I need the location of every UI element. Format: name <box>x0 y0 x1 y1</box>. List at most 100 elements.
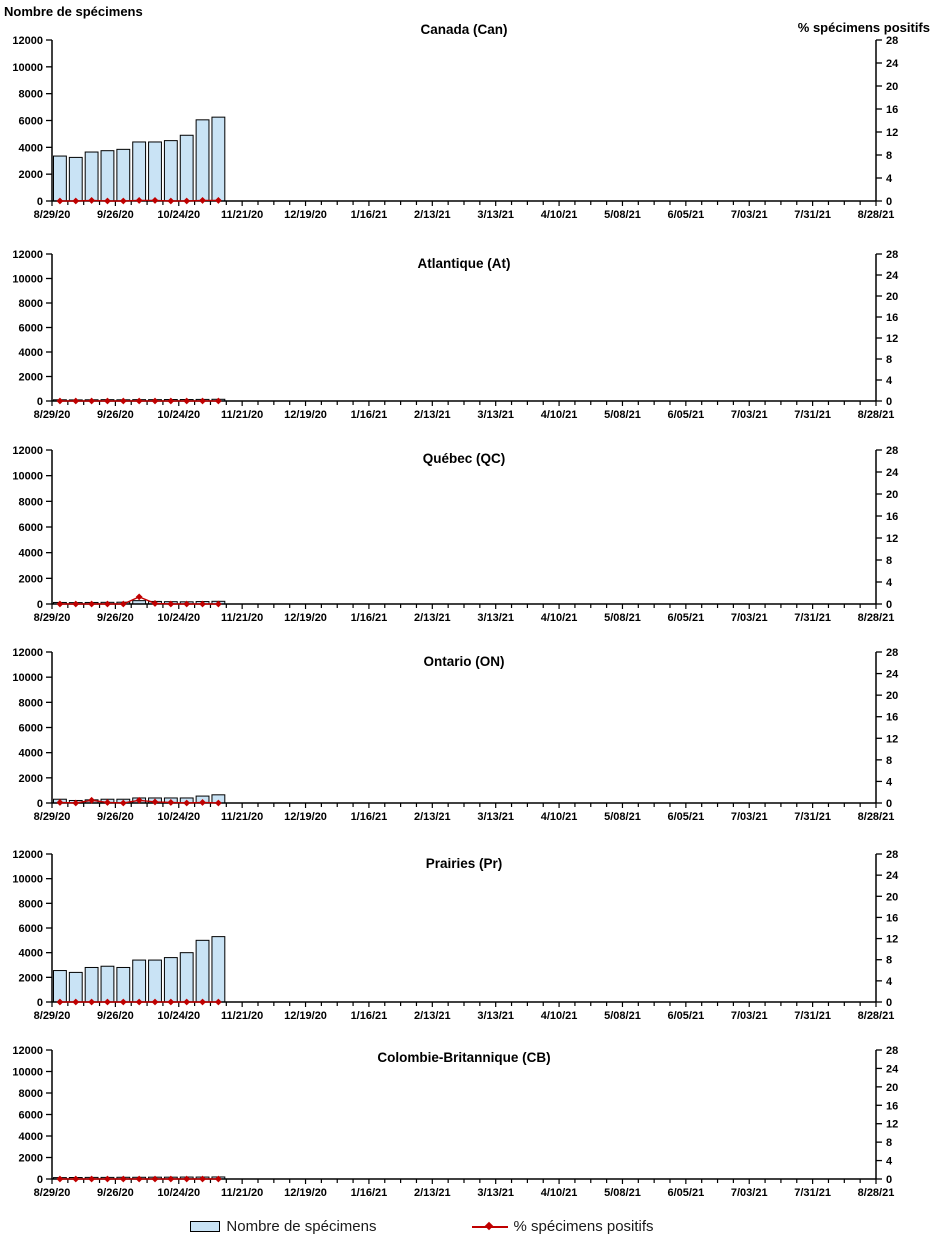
svg-text:12: 12 <box>886 934 898 946</box>
bar <box>84 151 99 202</box>
svg-text:10/24/20: 10/24/20 <box>157 1187 200 1199</box>
diamond-marker <box>56 1175 64 1183</box>
svg-text:20: 20 <box>886 489 898 501</box>
svg-text:10/24/20: 10/24/20 <box>157 612 200 624</box>
diamond-marker <box>119 998 127 1006</box>
bar <box>179 134 194 202</box>
svg-text:0: 0 <box>886 196 892 208</box>
svg-text:11/21/20: 11/21/20 <box>221 1187 263 1199</box>
svg-text:0: 0 <box>886 396 892 408</box>
svg-text:6/05/21: 6/05/21 <box>667 1010 704 1022</box>
diamond-marker <box>214 397 222 405</box>
diamond-marker <box>56 600 64 608</box>
diamond-marker <box>167 197 175 205</box>
svg-text:12000: 12000 <box>12 647 43 659</box>
diamond-marker <box>104 998 111 1006</box>
svg-text:2000: 2000 <box>19 1153 43 1165</box>
bar <box>68 971 83 1003</box>
svg-text:4: 4 <box>886 976 893 988</box>
diamond-marker <box>119 1175 127 1183</box>
svg-text:8000: 8000 <box>19 89 43 101</box>
svg-text:9/26/20: 9/26/20 <box>97 612 134 624</box>
svg-text:2/13/21: 2/13/21 <box>414 612 451 624</box>
svg-text:6000: 6000 <box>19 522 43 534</box>
diamond-marker <box>214 799 222 807</box>
legend-label-positifs: % spécimens positifs <box>513 1218 654 1235</box>
diamond-marker <box>88 600 96 608</box>
panel-plot: 0 2000 4000 6000 8000 10000 12000 0 4 8 12 16 20 24 28… <box>12 1045 899 1199</box>
chart-panels: 0 2000 4000 6000 8000 10000 12000 0 4 8 12 16 20 24 28… <box>0 22 934 1199</box>
diamond-marker <box>72 397 80 405</box>
svg-text:4/10/21: 4/10/21 <box>541 409 578 421</box>
svg-text:10/24/20: 10/24/20 <box>157 409 200 421</box>
diamond-marker <box>151 798 159 806</box>
svg-text:8000: 8000 <box>19 1088 43 1100</box>
svg-text:28: 28 <box>886 849 898 861</box>
svg-text:8/29/20: 8/29/20 <box>34 1010 71 1022</box>
svg-text:7/03/21: 7/03/21 <box>731 1010 768 1022</box>
svg-text:12: 12 <box>886 127 898 139</box>
svg-text:8/29/20: 8/29/20 <box>34 1187 71 1199</box>
bar <box>53 970 67 1003</box>
svg-text:12: 12 <box>886 533 898 545</box>
svg-text:12: 12 <box>886 333 898 345</box>
diamond-marker <box>119 397 127 405</box>
svg-text:12000: 12000 <box>12 445 43 457</box>
svg-text:6000: 6000 <box>19 723 43 735</box>
svg-text:12/19/20: 12/19/20 <box>284 1187 327 1199</box>
svg-text:4000: 4000 <box>19 1131 43 1143</box>
svg-text:4000: 4000 <box>19 347 43 359</box>
diamond-marker <box>88 796 96 804</box>
diamond-marker <box>88 998 96 1006</box>
bar <box>148 141 162 202</box>
svg-text:6/05/21: 6/05/21 <box>667 1187 704 1199</box>
svg-text:12/19/20: 12/19/20 <box>284 409 327 421</box>
svg-text:4/10/21: 4/10/21 <box>541 1187 578 1199</box>
line-diamond-icon <box>471 1221 508 1230</box>
svg-text:8: 8 <box>886 354 892 366</box>
diamond-marker <box>167 1175 175 1183</box>
diamond-marker-icon <box>484 1221 493 1230</box>
svg-text:10000: 10000 <box>12 62 43 74</box>
diamond-marker <box>199 600 206 608</box>
diamond-marker <box>214 197 222 204</box>
svg-text:8/29/20: 8/29/20 <box>34 811 71 823</box>
panel-plot: 0 2000 4000 6000 8000 10000 12000 0 4 8 12 16 20 24 28… <box>12 849 899 1022</box>
svg-text:4000: 4000 <box>19 748 43 760</box>
diamond-marker <box>135 593 143 601</box>
diamond-marker <box>183 600 191 608</box>
svg-text:16: 16 <box>886 1100 898 1112</box>
svg-text:8/29/20: 8/29/20 <box>34 409 71 421</box>
diamond-marker <box>72 998 80 1006</box>
svg-text:7/03/21: 7/03/21 <box>731 409 768 421</box>
diamond-marker <box>151 998 159 1006</box>
bar <box>211 936 226 1003</box>
svg-text:4/10/21: 4/10/21 <box>541 209 578 221</box>
svg-text:28: 28 <box>886 1045 898 1057</box>
bar <box>68 156 83 202</box>
svg-text:9/26/20: 9/26/20 <box>97 1187 134 1199</box>
svg-text:2000: 2000 <box>19 573 43 585</box>
svg-text:20: 20 <box>886 1082 898 1094</box>
svg-text:11/21/20: 11/21/20 <box>221 209 263 221</box>
diamond-marker <box>183 197 191 205</box>
diamond-marker <box>104 397 111 405</box>
svg-text:5/08/21: 5/08/21 <box>604 811 641 823</box>
svg-text:11/21/20: 11/21/20 <box>221 1010 263 1022</box>
svg-text:12/19/20: 12/19/20 <box>284 209 327 221</box>
diamond-marker <box>88 1175 96 1183</box>
svg-text:12000: 12000 <box>12 849 43 861</box>
svg-text:8/28/21: 8/28/21 <box>858 811 895 823</box>
diamond-marker <box>151 1175 159 1183</box>
diamond-marker <box>214 600 222 608</box>
svg-text:4: 4 <box>886 1156 893 1168</box>
svg-text:5/08/21: 5/08/21 <box>604 1010 641 1022</box>
svg-text:2/13/21: 2/13/21 <box>414 209 451 221</box>
chart-panel-prairies: 0 2000 4000 6000 8000 10000 12000 0 4 8 12 16 20 24 28… <box>0 830 934 1030</box>
svg-text:9/26/20: 9/26/20 <box>97 1010 134 1022</box>
diamond-marker <box>199 1175 206 1183</box>
diamond-marker <box>199 998 206 1006</box>
svg-text:10000: 10000 <box>12 672 43 684</box>
diamond-marker <box>199 197 206 204</box>
svg-text:10000: 10000 <box>12 1067 43 1079</box>
